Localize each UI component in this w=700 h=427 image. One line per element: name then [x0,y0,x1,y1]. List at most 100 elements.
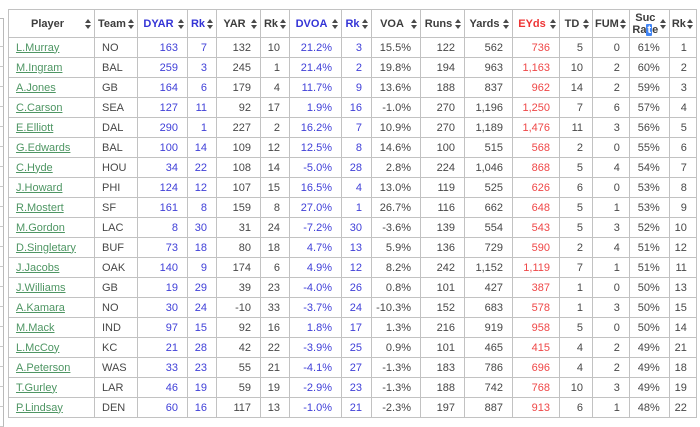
player-link[interactable]: M.Ingram [16,61,63,74]
player-link[interactable]: M.Mack [16,321,55,334]
stat-cell: 224 [420,157,465,178]
adjacent-table-edge-segment [0,127,4,147]
column-header-dvoa[interactable]: DVOA [289,9,342,38]
stat-cell: 12 [668,237,697,258]
stat-cell: 0 [592,37,630,58]
stat-cell: 19 [137,277,188,298]
stat-cell: 52% [628,217,670,238]
player-link[interactable]: C.Carson [16,101,63,114]
player-link[interactable]: L.McCoy [16,341,60,354]
player-link[interactable]: G.Edwards [16,141,71,154]
stat-cell: 14 [668,317,697,338]
column-header-team[interactable]: Team [94,9,138,38]
player-link[interactable]: J.Howard [16,181,63,194]
stat-cell: 16.2% [289,117,342,138]
stat-cell: 16 [260,317,290,338]
column-header-label: TD [564,17,580,30]
column-header-rk[interactable]: Rk [668,9,697,38]
sort-up-down-icon [619,18,626,29]
stat-cell: 27 [341,357,372,378]
stat-cell: 1,250 [512,97,560,118]
column-header-player[interactable]: Player [8,9,95,38]
player-link[interactable]: M.Gordon [16,221,65,234]
stat-cell: 26 [341,277,372,298]
adjacent-table-edge-segment [0,87,4,107]
stat-cell: 5 [559,157,593,178]
player-link[interactable]: T.Gurley [16,381,57,394]
player-link[interactable]: J.Jacobs [16,261,60,274]
stat-cell: 188 [420,377,465,398]
stat-cell: 736 [512,37,560,58]
stat-cell: 18 [187,237,217,258]
stat-cell: 963 [464,57,513,78]
player-cell: L.Murray [8,37,95,58]
column-header-yards[interactable]: Yards [464,9,513,38]
stat-cell: 1 [592,257,630,278]
column-header-label: Rk [671,17,686,30]
sort-up-down-icon [583,18,589,29]
stat-cell: 2 [559,237,593,258]
player-link[interactable]: C.Hyde [16,161,53,174]
column-header-td[interactable]: TD [559,9,593,38]
stat-cell: 270 [420,117,465,138]
stat-cell: 3 [592,377,630,398]
column-header-runs[interactable]: Runs [420,9,465,38]
player-cell: A.Peterson [8,357,95,378]
player-link[interactable]: R.Mostert [16,201,64,214]
sort-up-down-icon [178,18,184,29]
column-header-rk[interactable]: Rk [187,9,217,38]
player-link[interactable]: A.Jones [16,81,56,94]
column-header-voa[interactable]: VOA [371,9,421,38]
stat-cell: 962 [512,77,560,98]
stat-cell: BUF [94,237,138,258]
stat-cell: 7 [559,97,593,118]
column-header-yar[interactable]: YAR [216,9,261,38]
stat-cell: -4.0% [289,277,342,298]
stat-cell: 11 [668,257,697,278]
stat-cell: 1,119 [512,257,560,278]
stat-cell: 163 [137,37,188,58]
stat-cell: 415 [512,337,560,358]
stat-cell: 10 [559,377,593,398]
stat-cell: 8.2% [371,257,421,278]
sort-up-down-icon [207,18,213,29]
column-header-fum[interactable]: FUM [592,9,630,38]
stat-cell: DEN [94,397,138,418]
player-link[interactable]: E.Elliott [16,121,54,134]
stat-cell: 60 [137,397,188,418]
column-header-rk[interactable]: Rk [341,9,372,38]
table-row: R.Mostert SF 161 8 159 8 27.0% 1 26.7% 116 662 648 5… [8,197,697,218]
stat-cell: 28 [187,337,217,358]
stat-cell: 3 [592,217,630,238]
stat-cell: 50% [628,277,670,298]
player-link[interactable]: L.Murray [16,41,60,54]
stat-cell: 696 [512,357,560,378]
stat-cell: 174 [216,257,261,278]
player-link[interactable]: A.Kamara [16,301,65,314]
stat-cell: 15 [668,297,697,318]
stat-cell: WAS [94,357,138,378]
stat-cell: 50% [628,317,670,338]
column-header-suc-rate[interactable]: Suc Rate [628,9,670,38]
stat-cell: 21 [137,337,188,358]
stat-cell: 270 [420,97,465,118]
stat-cell: 21 [668,337,697,358]
stat-cell: 1 [559,297,593,318]
column-header-eyds[interactable]: EYds [512,9,560,38]
stat-cell: NO [94,297,138,318]
stat-cell: BAL [94,137,138,158]
player-link[interactable]: P.Lindsay [16,401,63,414]
stat-cell: 116 [420,197,465,218]
stat-cell: 9 [668,197,697,218]
player-link[interactable]: D.Singletary [16,241,76,254]
stat-cell: -7.2% [289,217,342,238]
stat-cell: 16.5% [289,177,342,198]
stat-cell: 25 [341,337,372,358]
column-header-dyar[interactable]: DYAR [137,9,188,38]
stat-cell: 197 [420,397,465,418]
table-row: M.Ingram BAL 259 3 245 1 21.4% 2 19.8% 194 963 1,16… [8,57,697,78]
player-link[interactable]: J.Williams [16,281,66,294]
player-link[interactable]: A.Peterson [16,361,71,374]
stat-cell: 14.6% [371,137,421,158]
column-header-rk[interactable]: Rk [260,9,290,38]
